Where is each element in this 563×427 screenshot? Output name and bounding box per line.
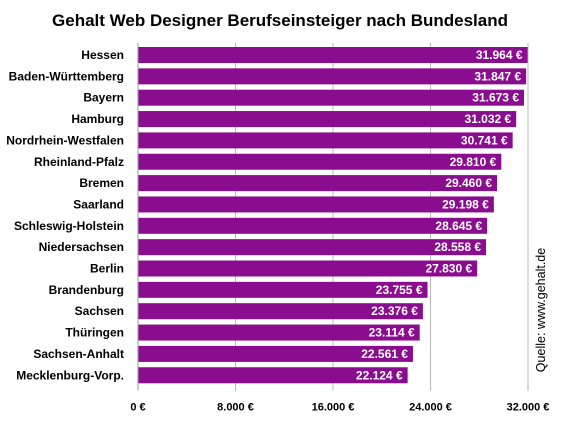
bar xyxy=(138,68,527,85)
bar xyxy=(138,345,413,362)
data-label: 30.741 € xyxy=(461,133,508,147)
source-label: Quelle: www.gehalt.de xyxy=(534,248,548,372)
data-label: 23.114 € xyxy=(369,326,415,340)
axis-layer: 0 € 8.000 € 16.000 € 24.000 € 32.000 € xyxy=(130,43,549,414)
category-label: Brandenburg xyxy=(49,283,124,297)
x-tick-label: 32.000 € xyxy=(507,402,550,414)
category-label: Thüringen xyxy=(65,326,124,340)
bar xyxy=(138,260,478,277)
x-tick-label: 16.000 € xyxy=(312,402,355,414)
label-layer: Hessen 31.964 € Baden-Württemberg 31.847 € B… xyxy=(6,48,523,382)
data-label: 31.847 € xyxy=(474,69,521,83)
bar xyxy=(138,47,528,63)
data-label: 28.645 € xyxy=(435,219,482,233)
data-label: 29.460 € xyxy=(445,176,492,190)
bar xyxy=(138,89,525,106)
category-label: Niedersachsen xyxy=(39,240,124,254)
data-label: 29.810 € xyxy=(450,155,497,169)
bar xyxy=(138,132,513,149)
category-label: Saarland xyxy=(73,197,124,211)
x-tick-label: 8.000 € xyxy=(217,402,254,414)
bar xyxy=(138,281,428,298)
bar xyxy=(138,324,420,341)
category-label: Sachsen xyxy=(75,304,124,318)
category-label: Mecklenburg-Vorp. xyxy=(16,368,124,382)
category-label: Sachsen-Anhalt xyxy=(33,347,124,361)
category-label: Bayern xyxy=(83,91,124,105)
category-label: Baden-Württemberg xyxy=(9,69,124,83)
bar xyxy=(138,217,488,234)
data-label: 31.032 € xyxy=(464,112,511,126)
category-label: Hessen xyxy=(81,48,124,62)
data-label: 22.124 € xyxy=(356,368,403,382)
bar xyxy=(138,196,494,213)
bar-layer xyxy=(138,47,528,384)
bar xyxy=(138,239,487,256)
category-label: Rheinland-Pfalz xyxy=(34,155,124,169)
data-label: 27.830 € xyxy=(425,262,472,276)
data-label: 22.561 € xyxy=(361,347,408,361)
data-label: 28.558 € xyxy=(434,240,481,254)
category-label: Nordrhein-Westfalen xyxy=(6,133,124,147)
bar xyxy=(138,153,502,170)
x-tick-label: 0 € xyxy=(130,402,145,414)
category-label: Bremen xyxy=(79,176,124,190)
data-label: 23.376 € xyxy=(371,304,418,318)
bar xyxy=(138,367,408,384)
x-tick-label: 24.000 € xyxy=(409,402,452,414)
category-label: Schleswig-Holstein xyxy=(14,219,124,233)
data-label: 23.755 € xyxy=(376,283,423,297)
category-label: Hamburg xyxy=(71,112,124,126)
data-label: 31.673 € xyxy=(472,91,519,105)
bar xyxy=(138,175,498,192)
chart-title: Gehalt Web Designer Berufseinsteiger nac… xyxy=(52,11,508,30)
data-label: 29.198 € xyxy=(442,197,489,211)
bar xyxy=(138,111,517,128)
bar xyxy=(138,303,423,320)
category-label: Berlin xyxy=(90,262,124,276)
data-label: 31.964 € xyxy=(476,48,523,62)
